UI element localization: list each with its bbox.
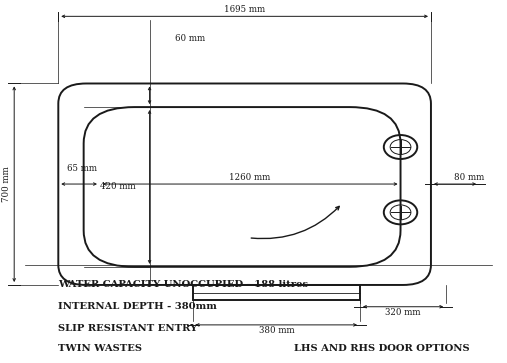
Text: 700 mm: 700 mm bbox=[2, 166, 11, 202]
Text: 80 mm: 80 mm bbox=[454, 174, 484, 182]
Text: 1260 mm: 1260 mm bbox=[229, 174, 271, 182]
Text: 320 mm: 320 mm bbox=[385, 308, 421, 317]
Text: 65 mm: 65 mm bbox=[67, 164, 97, 173]
Text: 1695 mm: 1695 mm bbox=[224, 5, 266, 13]
Text: 380 mm: 380 mm bbox=[259, 326, 294, 335]
Text: TWIN WASTES: TWIN WASTES bbox=[58, 344, 142, 353]
Text: 420 mm: 420 mm bbox=[100, 183, 136, 191]
Text: LHS AND RHS DOOR OPTIONS: LHS AND RHS DOOR OPTIONS bbox=[294, 344, 469, 353]
Text: INTERNAL DEPTH - 380mm: INTERNAL DEPTH - 380mm bbox=[58, 302, 217, 311]
Text: SLIP RESISTANT ENTRY: SLIP RESISTANT ENTRY bbox=[58, 324, 198, 333]
Text: 60 mm: 60 mm bbox=[175, 34, 205, 42]
Text: WATER CAPACITY UNOCCUPIED - 188 litres: WATER CAPACITY UNOCCUPIED - 188 litres bbox=[58, 281, 308, 289]
